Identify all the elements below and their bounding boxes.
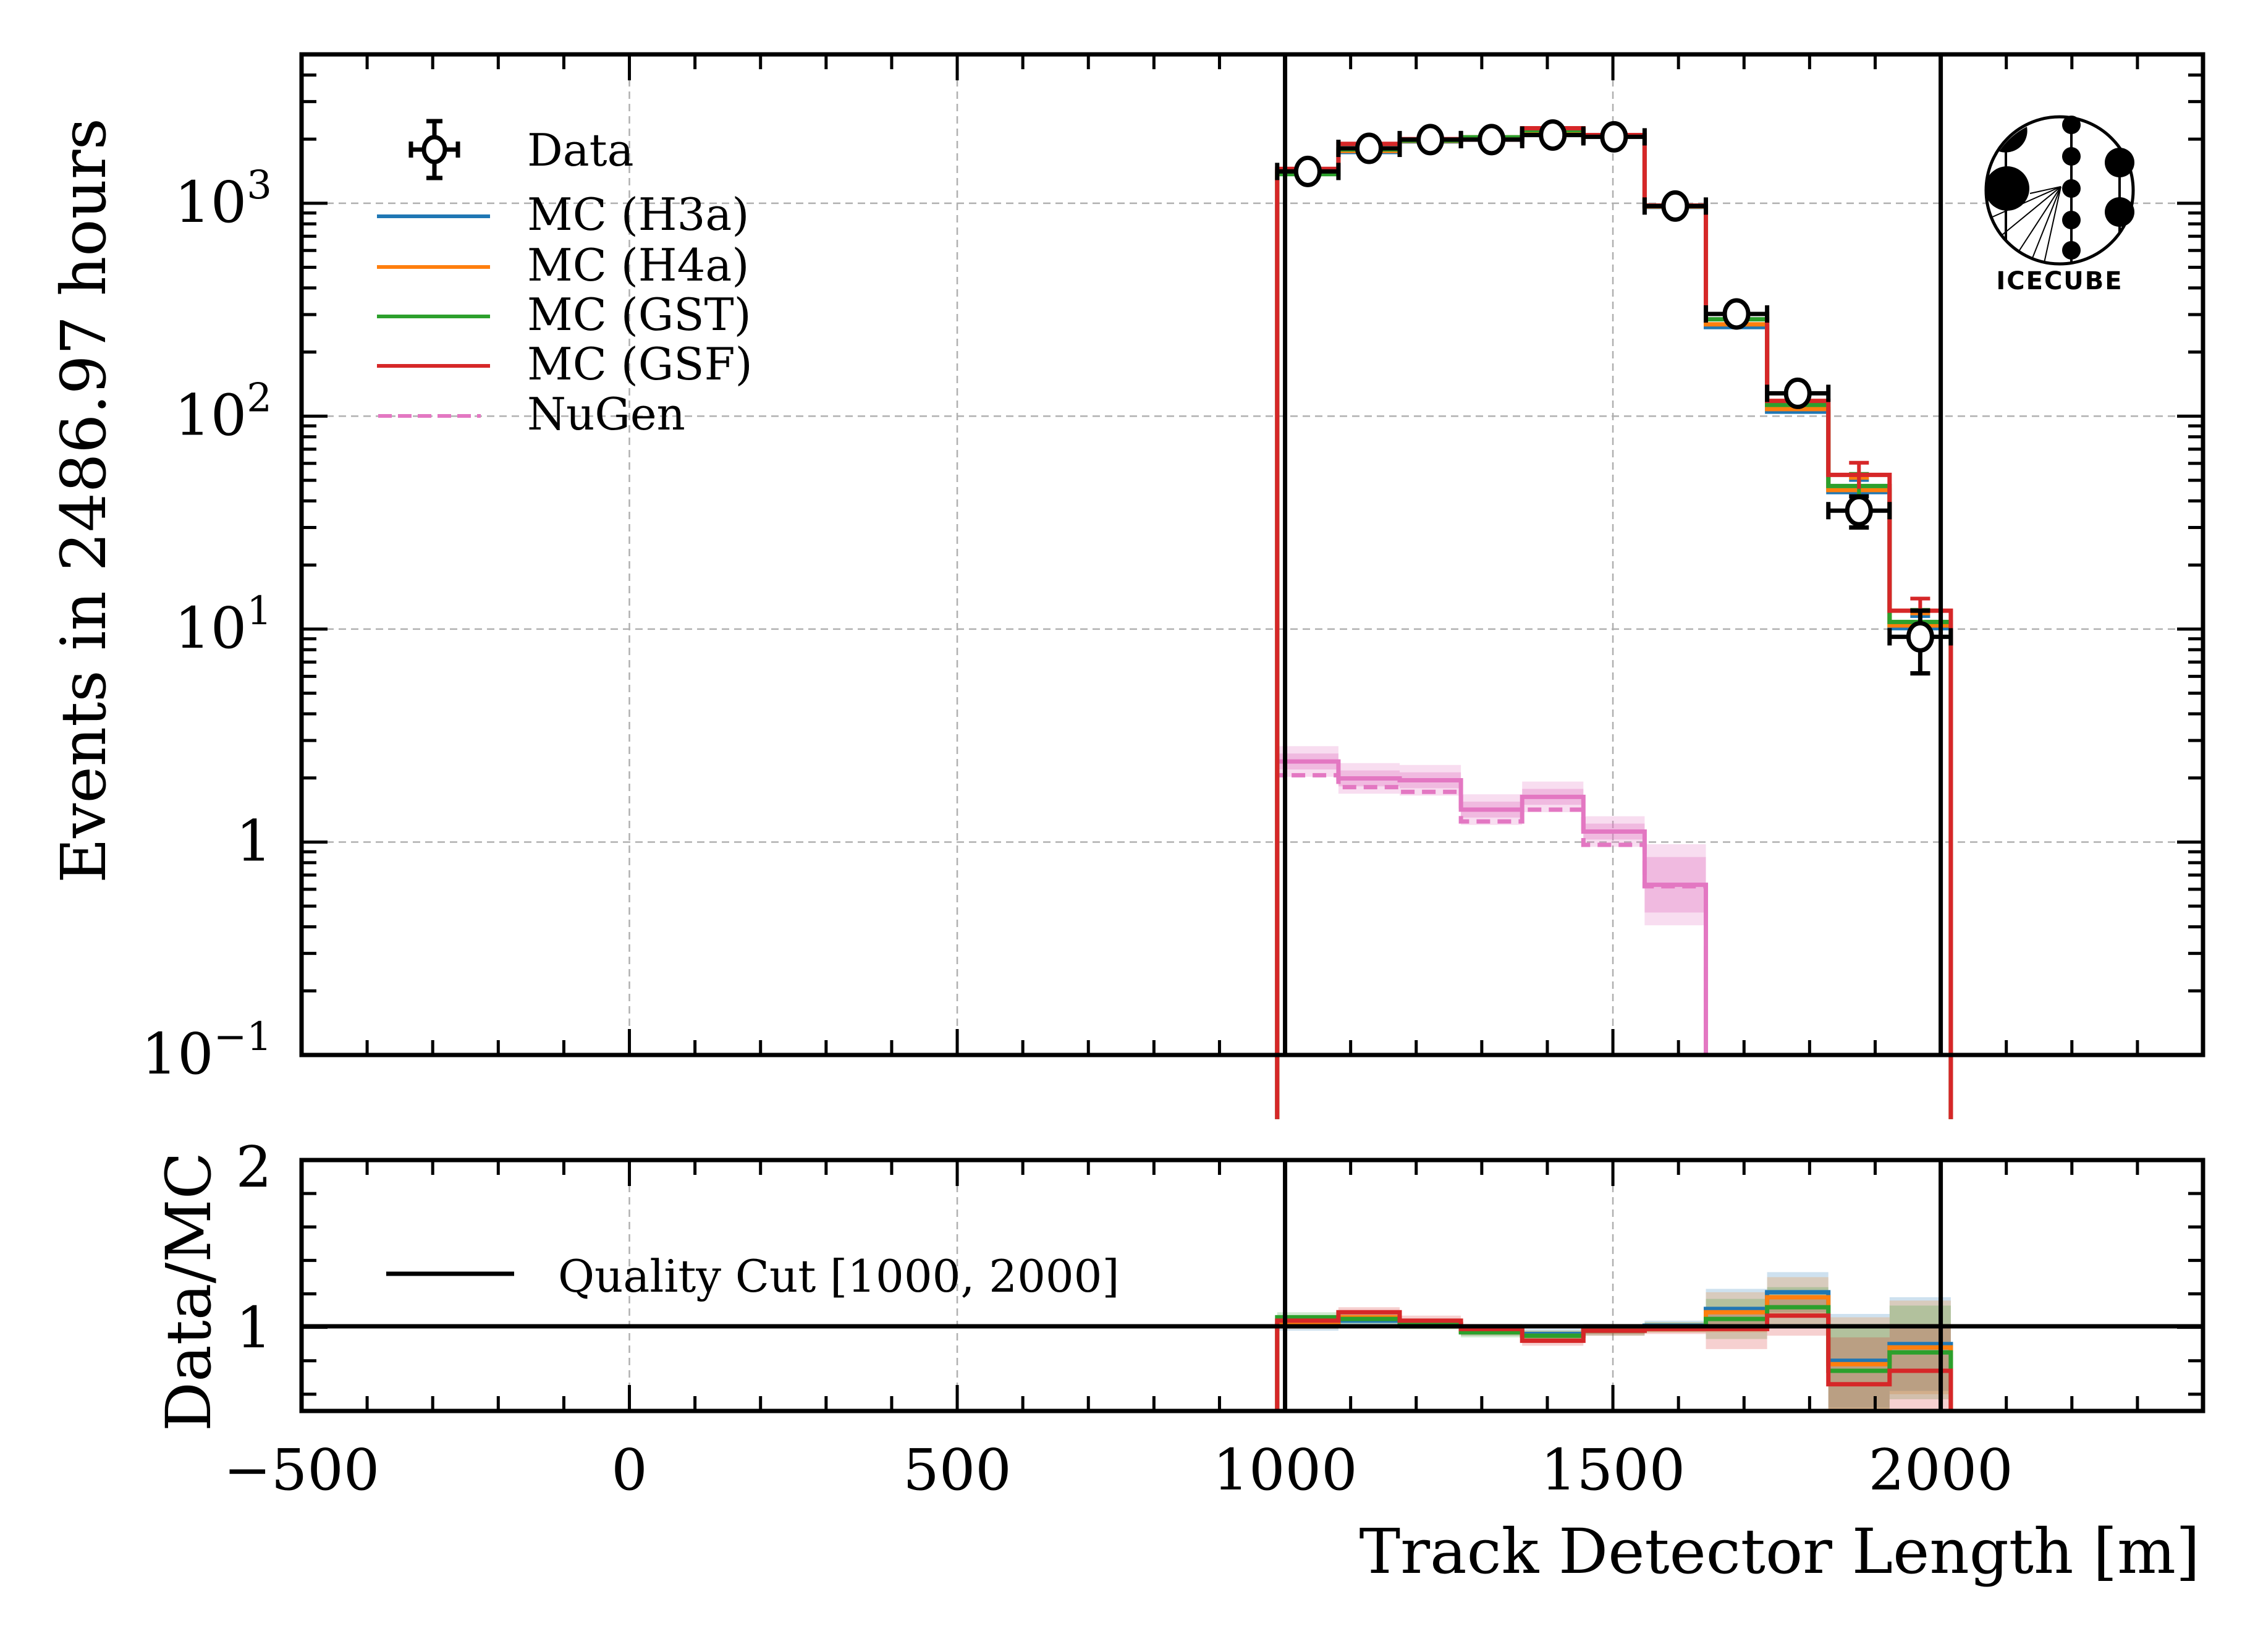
x-tick-label: 1500 (1541, 1437, 1685, 1503)
data-point (1642, 190, 1709, 222)
ratio-quality-cut-lines (1283, 1160, 1943, 1411)
data-marker (1293, 155, 1322, 187)
data-point (1336, 132, 1402, 164)
data-point (1826, 494, 1892, 530)
legend-label-gst: MC (GST) (527, 289, 751, 341)
ratio-y-tick-label-1: 1 (235, 1295, 272, 1361)
ratio-series (1275, 1272, 1953, 1411)
y-tick-label: 10−1 (142, 1014, 272, 1087)
data-point (1520, 119, 1586, 151)
data-marker (1600, 121, 1628, 153)
main-quality-cut-lines (1283, 54, 1943, 1055)
y-tick-label: 102 (174, 375, 272, 448)
main-y-axis-label: Events in 2486.97 hours (48, 118, 120, 883)
data-marker (1661, 190, 1689, 222)
main-series (1275, 125, 1953, 1119)
data-marker (1906, 621, 1934, 653)
ratio-gridlines (300, 1160, 1942, 1411)
data-marker (1783, 377, 1812, 409)
data-marker (1845, 494, 1873, 527)
x-tick-label: 1000 (1212, 1437, 1357, 1503)
icecube-logo: ICECUBE (1984, 115, 2135, 295)
ratio-frame (299, 1158, 2205, 1413)
legend-entry-h4a: MC (H4a) (377, 239, 749, 291)
y-tick-label: 1 (235, 808, 272, 874)
legend-entry-data: Data (408, 119, 634, 180)
legend-entry-gst: MC (GST) (377, 289, 751, 341)
legend-label-nugen: NuGen (527, 388, 685, 440)
nugen-step-line (1275, 759, 1709, 1055)
data-point (1458, 124, 1524, 156)
data-marker-icon (408, 119, 460, 180)
x-tick-labels: −500 0 500 1000 1500 2000 (224, 1437, 2013, 1503)
main-legend: Data MC (H3a) MC (H4a) MC (GST) MC (GSF)… (377, 119, 753, 440)
legend-entry-gsf: MC (GSF) (377, 338, 753, 390)
legend-entry-nugen: NuGen (378, 388, 685, 440)
data-point (1704, 298, 1770, 330)
data-marker (1539, 119, 1567, 151)
main-y-tick-labels: 10−1 1 101 102 103 (142, 163, 272, 1087)
y-tick-label: 103 (174, 163, 272, 235)
legend-label-quality-cut: Quality Cut [1000, 2000] (558, 1250, 1120, 1302)
data-marker (1355, 132, 1383, 164)
data-point (1397, 124, 1463, 156)
data-point (1275, 155, 1341, 187)
ratio-legend: Quality Cut [1000, 2000] (386, 1250, 1120, 1302)
nugen-dashed-line (1275, 773, 1709, 1055)
ratio-panel: Quality Cut [1000, 2000] 2 1 −500 0 500 100… (153, 1134, 2205, 1588)
step-line-mc-h4a (1275, 129, 1953, 1119)
data-point (1887, 608, 1953, 676)
legend-label-h3a: MC (H3a) (527, 188, 749, 240)
icecube-logo-icon (1984, 115, 2135, 266)
data-point (1765, 377, 1831, 409)
main-frame (299, 52, 2205, 1057)
data-marker (1416, 124, 1445, 156)
legend-label-gsf: MC (GSF) (527, 338, 753, 390)
x-tick-label: 0 (611, 1437, 648, 1503)
ratio-band-gst (1828, 1324, 1890, 1411)
step-line-mc-h3a (1275, 129, 1953, 1119)
ratio-line-gsf (1275, 1310, 1953, 1411)
ratio-y-axis-label: Data/MC (153, 1152, 225, 1431)
main-uncertainty-bands (1277, 746, 1706, 926)
main-data-points (1275, 119, 1953, 676)
data-point (1581, 121, 1647, 153)
x-tick-label: 2000 (1869, 1437, 2013, 1503)
step-line-mc-gsf (1275, 125, 1953, 1119)
main-panel: 10−1 1 101 102 103 Data MC (H3a) (48, 52, 2205, 1119)
x-axis-label: Track Detector Length [m] (1359, 1515, 2200, 1588)
icecube-logo-text: ICECUBE (1996, 267, 2123, 295)
data-marker (1722, 298, 1751, 330)
legend-label-h4a: MC (H4a) (527, 239, 749, 291)
ratio-ticks (300, 1158, 2203, 1411)
legend-entry-h3a: MC (H3a) (377, 188, 749, 240)
legend-label-data: Data (527, 124, 634, 176)
ratio-y-tick-label-2: 2 (235, 1134, 272, 1200)
x-tick-label: 500 (903, 1437, 1012, 1503)
y-tick-label: 101 (174, 588, 272, 661)
data-marker (1478, 124, 1506, 156)
step-line-mc-gst (1275, 128, 1953, 1119)
x-tick-label: −500 (224, 1437, 380, 1503)
ratio-band-gsf (1828, 1337, 1890, 1411)
